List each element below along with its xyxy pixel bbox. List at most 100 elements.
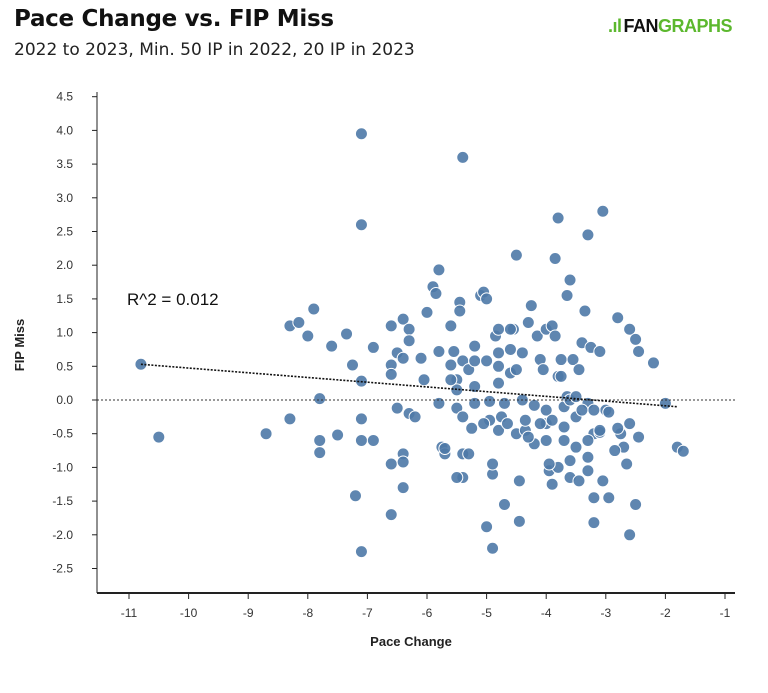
data-point	[575, 403, 589, 417]
data-point	[572, 363, 586, 377]
x-tick-label: -7	[362, 606, 373, 620]
data-point	[456, 410, 470, 424]
x-tick-label: -1	[720, 606, 731, 620]
data-point	[623, 417, 637, 431]
data-point	[620, 457, 634, 471]
x-tick-label: -2	[660, 606, 671, 620]
data-point	[346, 358, 359, 372]
y-tick-label: 1.0	[56, 326, 73, 340]
data-point	[444, 358, 458, 372]
data-point	[366, 433, 380, 447]
data-point	[658, 396, 672, 410]
data-point	[492, 346, 506, 360]
data-point	[384, 367, 398, 381]
data-point	[468, 396, 482, 410]
data-point	[500, 417, 514, 431]
x-tick-label: -4	[541, 606, 552, 620]
data-point	[629, 497, 643, 511]
data-point	[408, 410, 422, 424]
data-point	[566, 353, 580, 367]
chart-subtitle: 2022 to 2023, Min. 50 IP in 2022, 20 IP …	[14, 40, 415, 60]
data-point	[402, 322, 416, 336]
y-tick-label: 3.0	[56, 191, 73, 205]
data-point	[602, 405, 616, 419]
data-point	[527, 398, 541, 412]
y-tick-label: 0.0	[56, 393, 73, 407]
data-point	[354, 412, 368, 426]
data-point	[354, 218, 368, 232]
data-point	[354, 545, 368, 559]
data-point	[492, 376, 506, 390]
y-tick-label: 3.5	[56, 157, 73, 171]
x-tick-label: -5	[481, 606, 492, 620]
data-point	[563, 454, 577, 468]
data-point	[646, 356, 660, 370]
x-tick-label: -6	[422, 606, 433, 620]
data-point	[611, 311, 625, 325]
data-point	[468, 354, 482, 368]
data-point	[283, 412, 297, 426]
data-point	[497, 497, 511, 511]
data-point	[259, 427, 273, 441]
data-point	[593, 344, 607, 358]
y-tick-label: 1.5	[56, 292, 73, 306]
axes-layer: -11 -10 -9 -8 -7 -6 -5 -4 -3 -2 -1 -2.5 -2.0 -1.5 -1.0…	[52, 90, 735, 620]
data-point	[432, 263, 446, 277]
points-layer	[134, 127, 690, 559]
data-point	[384, 457, 398, 471]
data-point	[486, 457, 500, 471]
data-point	[402, 334, 416, 348]
data-point	[444, 373, 458, 387]
data-point	[578, 304, 592, 318]
r-squared-annotation: R^2 = 0.012	[127, 290, 219, 309]
data-point	[307, 302, 321, 316]
data-point	[453, 304, 467, 318]
x-axis-label: Pace Change	[370, 634, 452, 649]
data-point	[503, 342, 517, 356]
y-tick-label: 2.5	[56, 225, 73, 239]
data-point	[429, 287, 443, 301]
data-point	[602, 491, 616, 505]
data-point	[301, 329, 315, 343]
data-point	[569, 390, 583, 404]
data-point	[581, 450, 595, 464]
data-point	[340, 327, 354, 341]
x-tick-label: -9	[243, 606, 254, 620]
data-point	[539, 403, 553, 417]
data-point	[608, 444, 622, 458]
data-point	[325, 339, 339, 353]
data-point	[521, 315, 535, 329]
data-point	[492, 322, 506, 336]
data-point	[629, 332, 643, 346]
data-point	[492, 359, 506, 373]
x-tick-label: -8	[302, 606, 313, 620]
y-tick-label: -2.0	[52, 528, 73, 542]
data-point	[492, 423, 506, 437]
data-point	[390, 401, 404, 415]
data-point	[477, 417, 491, 431]
chart-title: Pace Change vs. FIP Miss	[14, 6, 334, 32]
data-point	[483, 394, 497, 408]
data-point	[623, 322, 637, 336]
data-point	[530, 329, 544, 343]
data-point	[587, 403, 601, 417]
x-tick-label: -10	[180, 606, 198, 620]
data-point	[396, 312, 410, 326]
data-point	[623, 528, 637, 542]
data-point	[676, 444, 690, 458]
data-point	[533, 417, 547, 431]
data-point	[396, 351, 410, 365]
y-tick-label: -0.5	[52, 427, 73, 441]
data-point	[551, 211, 565, 225]
y-tick-label: 0.5	[56, 359, 73, 373]
y-tick-label: -1.5	[52, 494, 73, 508]
fangraphs-logo: .ıl FANGRAPHS	[608, 16, 733, 36]
y-axis-label: FIP Miss	[12, 319, 27, 372]
data-point	[354, 433, 368, 447]
data-point	[292, 315, 306, 329]
data-point	[554, 369, 568, 383]
data-point	[545, 477, 559, 491]
data-point	[354, 127, 368, 141]
data-point	[420, 305, 434, 319]
data-point	[468, 380, 482, 394]
